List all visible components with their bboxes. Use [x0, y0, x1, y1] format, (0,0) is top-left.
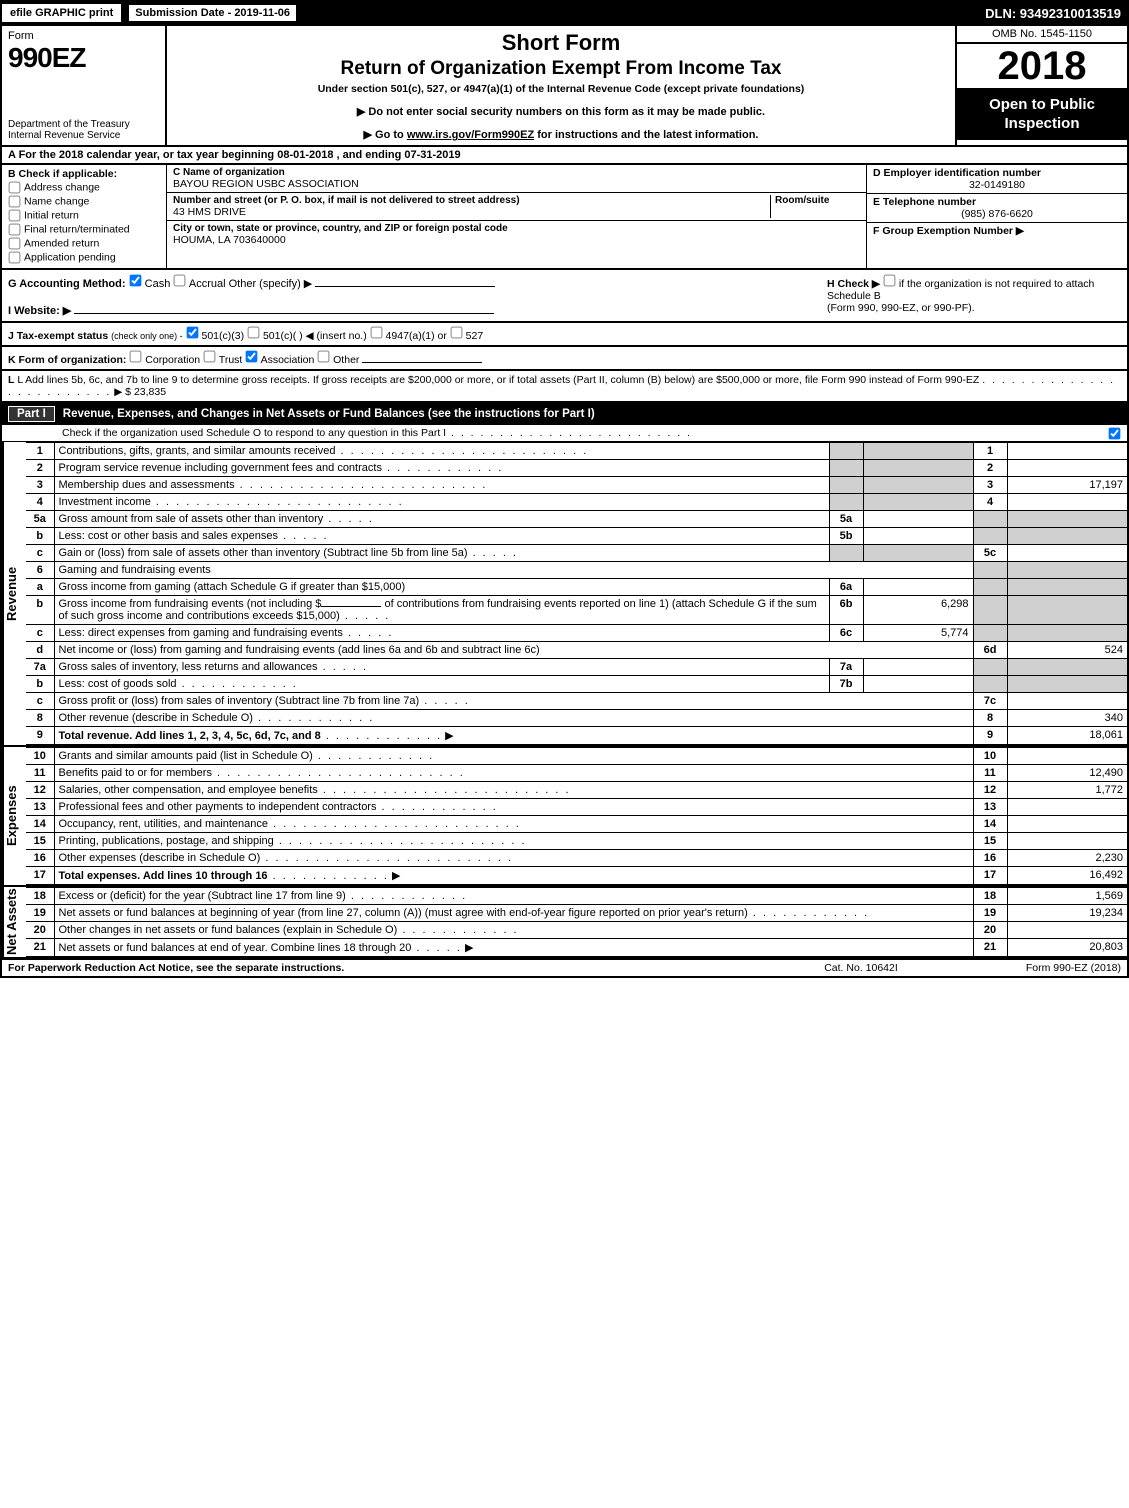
col-b-header: B Check if applicable: [8, 168, 160, 180]
row-j: J Tax-exempt status (check only one) - 5… [0, 323, 1129, 347]
part-1-title: Revenue, Expenses, and Changes in Net As… [63, 408, 595, 420]
row-h: H Check ▶ if the organization is not req… [821, 274, 1121, 317]
chk-trust[interactable]: Trust [203, 354, 242, 366]
chk-name-change[interactable]: Name change [8, 195, 160, 208]
form-word: Form [8, 30, 159, 42]
header-mid: Short Form Return of Organization Exempt… [167, 26, 957, 145]
chk-501c3[interactable]: 501(c)(3) [186, 330, 245, 342]
chk-final-return[interactable]: Final return/terminated [8, 223, 160, 236]
part-1-sub: Check if the organization used Schedule … [2, 425, 1127, 442]
tax-year: 2018 [957, 44, 1127, 90]
side-expenses: Expenses [2, 747, 26, 885]
chk-other-org[interactable]: Other [317, 354, 359, 366]
col-de: D Employer identification number 32-0149… [867, 165, 1127, 268]
under-section: Under section 501(c), 527, or 4947(a)(1)… [175, 83, 947, 95]
chk-501c[interactable]: 501(c)( ) ◀ (insert no.) [247, 330, 367, 342]
row-a-tax-year: A For the 2018 calendar year, or tax yea… [0, 147, 1129, 165]
col-b-checkboxes: B Check if applicable: Address change Na… [2, 165, 167, 268]
line-11-value: 12,490 [1007, 765, 1127, 782]
header-right: OMB No. 1545-1150 2018 Open to Public In… [957, 26, 1127, 145]
line-9-value: 18,061 [1007, 727, 1127, 745]
return-title: Return of Organization Exempt From Incom… [175, 58, 947, 80]
instr-public: ▶ Do not enter social security numbers o… [175, 105, 947, 118]
street-label: Number and street (or P. O. box, if mail… [173, 195, 770, 206]
short-form-title: Short Form [175, 30, 947, 56]
line-12-value: 1,772 [1007, 782, 1127, 799]
line-6b-contrib-field[interactable] [321, 606, 381, 607]
ein-value: 32-0149180 [873, 179, 1121, 191]
form-number: 990EZ [8, 42, 159, 74]
line-6c-value: 5,774 [863, 625, 973, 642]
department-label: Department of the Treasury Internal Reve… [8, 119, 159, 141]
row-ghi: G Accounting Method: Cash Accrual Other … [0, 270, 1129, 323]
col-c-org-info: C Name of organization BAYOU REGION USBC… [167, 165, 867, 268]
gross-receipts-value: 23,835 [134, 386, 166, 398]
side-net-assets: Net Assets [2, 887, 26, 957]
side-revenue: Revenue [2, 442, 26, 745]
chk-association[interactable]: Association [245, 354, 314, 366]
part-1-header: Part I Revenue, Expenses, and Changes in… [2, 403, 1127, 425]
row-g: G Accounting Method: Cash Accrual Other … [8, 274, 821, 290]
net-assets-table: 18Excess or (deficit) for the year (Subt… [26, 887, 1127, 957]
chk-cash[interactable]: Cash [129, 278, 171, 290]
line-21-value: 20,803 [1007, 939, 1127, 957]
ein-label: D Employer identification number [873, 167, 1121, 179]
footer-form-ref: Form 990-EZ (2018) [961, 962, 1121, 974]
expenses-table: 10Grants and similar amounts paid (list … [26, 747, 1127, 885]
open-public-badge: Open to Public Inspection [957, 90, 1127, 140]
part-1-label: Part I [8, 406, 55, 422]
chk-address-change[interactable]: Address change [8, 181, 160, 194]
instr-goto: ▶ Go to www.irs.gov/Form990EZ for instru… [175, 128, 947, 141]
footer-paperwork: For Paperwork Reduction Act Notice, see … [8, 962, 761, 974]
phone-label: E Telephone number [873, 196, 1121, 208]
org-name: BAYOU REGION USBC ASSOCIATION [173, 178, 860, 190]
line-8-value: 340 [1007, 710, 1127, 727]
city-value: HOUMA, LA 703640000 [173, 234, 860, 246]
row-k: K Form of organization: Corporation Trus… [0, 347, 1129, 371]
street-value: 43 HMS DRIVE [173, 206, 770, 218]
line-6b-value: 6,298 [863, 596, 973, 625]
revenue-table: 1Contributions, gifts, grants, and simil… [26, 442, 1127, 745]
chk-527[interactable]: 527 [450, 330, 483, 342]
city-label: City or town, state or province, country… [173, 223, 860, 234]
irs-link[interactable]: www.irs.gov/Form990EZ [407, 129, 534, 141]
part-1: Part I Revenue, Expenses, and Changes in… [0, 403, 1129, 959]
chk-amended-return[interactable]: Amended return [8, 237, 160, 250]
header-left: Form 990EZ Department of the Treasury In… [2, 26, 167, 145]
line-3-value: 17,197 [1007, 477, 1127, 494]
omb-number: OMB No. 1545-1150 [957, 26, 1127, 44]
line-16-value: 2,230 [1007, 850, 1127, 867]
website-field[interactable] [74, 313, 494, 314]
chk-application-pending[interactable]: Application pending [8, 251, 160, 264]
line-19-value: 19,234 [1007, 905, 1127, 922]
chk-4947a1[interactable]: 4947(a)(1) or [370, 330, 447, 342]
section-bcdef: B Check if applicable: Address change Na… [0, 165, 1129, 270]
chk-initial-return[interactable]: Initial return [8, 209, 160, 222]
other-specify-field[interactable] [315, 286, 495, 287]
dln-label: DLN: 93492310013519 [985, 6, 1129, 21]
line-18-value: 1,569 [1007, 888, 1127, 905]
footer-cat-no: Cat. No. 10642I [761, 962, 961, 974]
other-org-field[interactable] [362, 362, 482, 363]
chk-schedule-o[interactable] [1109, 428, 1121, 440]
efile-print-button[interactable]: efile GRAPHIC print [0, 2, 123, 24]
org-name-label: C Name of organization [173, 167, 860, 178]
row-l: L L Add lines 5b, 6c, and 7b to line 9 t… [0, 371, 1129, 403]
room-label: Room/suite [775, 195, 860, 206]
other-specify: Other (specify) ▶ [229, 278, 313, 290]
page-footer: For Paperwork Reduction Act Notice, see … [0, 959, 1129, 978]
line-6d-value: 524 [1007, 642, 1127, 659]
form-header: Form 990EZ Department of the Treasury In… [0, 26, 1129, 147]
submission-date: Submission Date - 2019-11-06 [127, 3, 298, 23]
group-exemption-label: F Group Exemption Number ▶ [873, 225, 1024, 237]
top-bar: efile GRAPHIC print Submission Date - 20… [0, 0, 1129, 26]
chk-schedule-b[interactable] [884, 275, 896, 287]
chk-accrual[interactable]: Accrual [173, 278, 225, 290]
row-i: I Website: ▶ [8, 304, 821, 317]
line-17-value: 16,492 [1007, 867, 1127, 885]
phone-value: (985) 876-6620 [873, 208, 1121, 220]
chk-corporation[interactable]: Corporation [129, 354, 200, 366]
